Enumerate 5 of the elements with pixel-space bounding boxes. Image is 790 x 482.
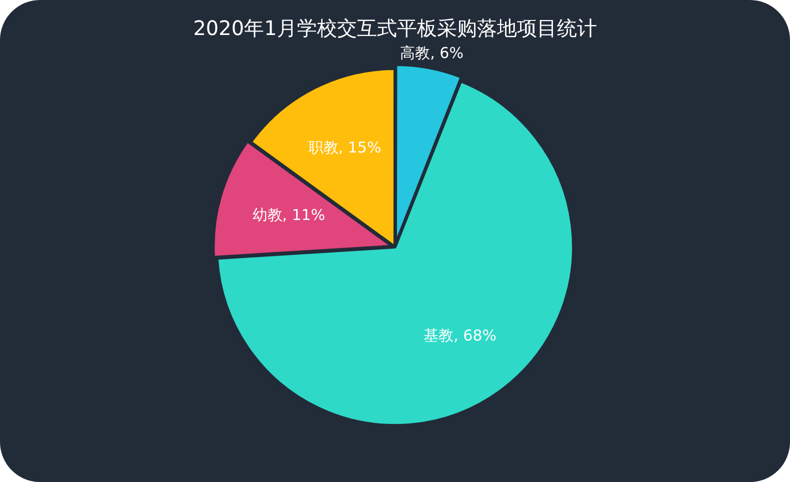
slice-label: 基教, 68% [424,326,496,344]
slice-label: 幼教, 11% [252,206,326,224]
slice-label: 高教, 6% [400,44,464,62]
chart-title: 2020年1月学校交互式平板采购落地项目统计 [193,16,597,40]
slice-label: 职教, 15% [308,138,382,156]
